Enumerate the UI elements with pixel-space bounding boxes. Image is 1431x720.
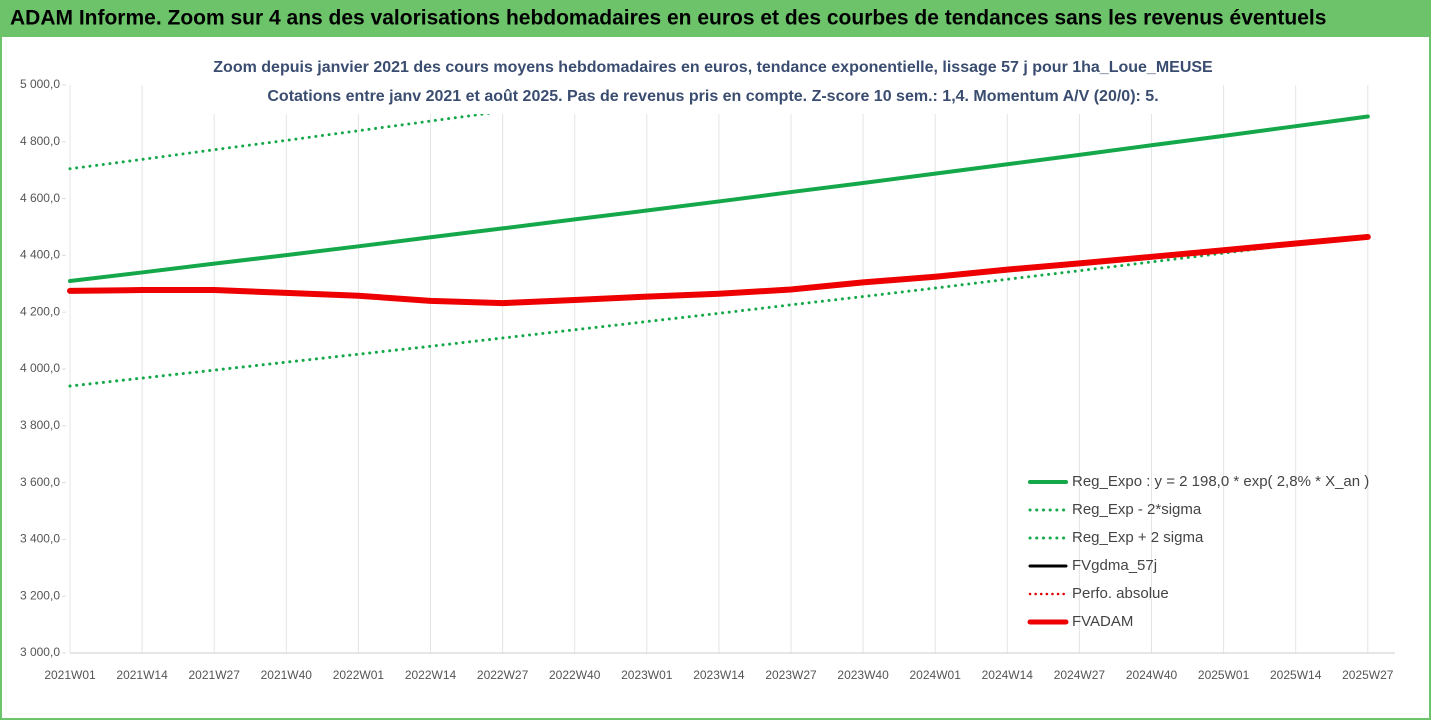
legend-label: FVgdma_57j [1072, 557, 1157, 574]
x-tick-label: 2024W01 [910, 668, 962, 682]
x-tick-label: 2021W27 [189, 668, 241, 682]
legend-label: FVADAM [1072, 613, 1133, 630]
x-tick-label: 2021W01 [44, 668, 96, 682]
x-tick-label: 2022W27 [477, 668, 529, 682]
legend-label: Perfo. absolue [1072, 585, 1169, 602]
x-tick-label: 2024W14 [982, 668, 1034, 682]
x-tick-label: 2022W01 [333, 668, 385, 682]
legend-label: Reg_Expo : y = 2 198,0 * exp( 2,8% * X_a… [1072, 473, 1369, 490]
y-tick-label: 3 800,0 [20, 418, 60, 432]
x-tick-label: 2025W01 [1198, 668, 1250, 682]
x-tick-label: 2021W14 [116, 668, 168, 682]
title-bar [0, 0, 1431, 36]
x-tick-label: 2023W14 [693, 668, 745, 682]
frame [0, 35, 1431, 720]
subtitle: Cotations entre janv 2021 et août 2025. … [267, 88, 1158, 105]
y-tick-label: 4 600,0 [20, 191, 60, 205]
y-tick-label: 4 200,0 [20, 304, 60, 318]
y-tick-label: 3 400,0 [20, 532, 60, 546]
y-tick-label: 3 200,0 [20, 588, 60, 602]
x-tick-label: 2023W27 [765, 668, 817, 682]
x-tick-label: 2022W14 [405, 668, 457, 682]
y-tick-label: 4 800,0 [20, 134, 60, 148]
x-tick-label: 2023W01 [621, 668, 673, 682]
series-line [67, 233, 1371, 307]
y-tick-label: 3 000,0 [20, 645, 60, 659]
x-tick-label: 2024W40 [1126, 668, 1178, 682]
y-tick-label: 5 000,0 [20, 77, 60, 91]
x-tick-label: 2023W40 [837, 668, 889, 682]
y-tick-label: 4 000,0 [20, 361, 60, 375]
legend-label: Reg_Exp - 2*sigma [1072, 501, 1202, 518]
series-line [68, 114, 1370, 283]
x-tick-label: 2021W40 [261, 668, 313, 682]
x-tick-label: 2024W27 [1054, 668, 1106, 682]
x-tick-label: 2025W14 [1270, 668, 1322, 682]
legend-label: Reg_Exp + 2 sigma [1072, 529, 1204, 546]
subtitle: Zoom depuis janvier 2021 des cours moyen… [213, 59, 1213, 76]
chart-title: ADAM Informe. Zoom sur 4 ans des valoris… [10, 7, 1326, 30]
y-tick-label: 3 600,0 [20, 475, 60, 489]
subtitle-box [210, 54, 1216, 114]
x-tick-label: 2022W40 [549, 668, 601, 682]
x-tick-label: 2025W27 [1342, 668, 1394, 682]
y-tick-label: 4 400,0 [20, 248, 60, 262]
